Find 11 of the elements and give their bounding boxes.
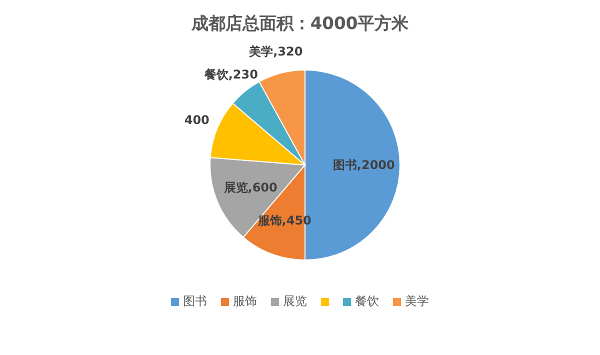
data-label: 400 (184, 113, 210, 128)
data-label: 图书,2000 (332, 158, 395, 172)
legend-label: 餐饮 (354, 293, 379, 310)
legend-label: 展览 (282, 293, 307, 310)
chart-title: 成都店总面积：4000平方米 (190, 13, 410, 35)
legend-label: 图书 (182, 293, 207, 310)
data-label: 餐饮,230 (203, 67, 258, 82)
data-label: 美学,320 (248, 44, 303, 59)
data-label: 展览,600 (222, 180, 278, 195)
legend-label: 美学 (404, 293, 429, 310)
legend-label: 服饰 (232, 293, 257, 310)
